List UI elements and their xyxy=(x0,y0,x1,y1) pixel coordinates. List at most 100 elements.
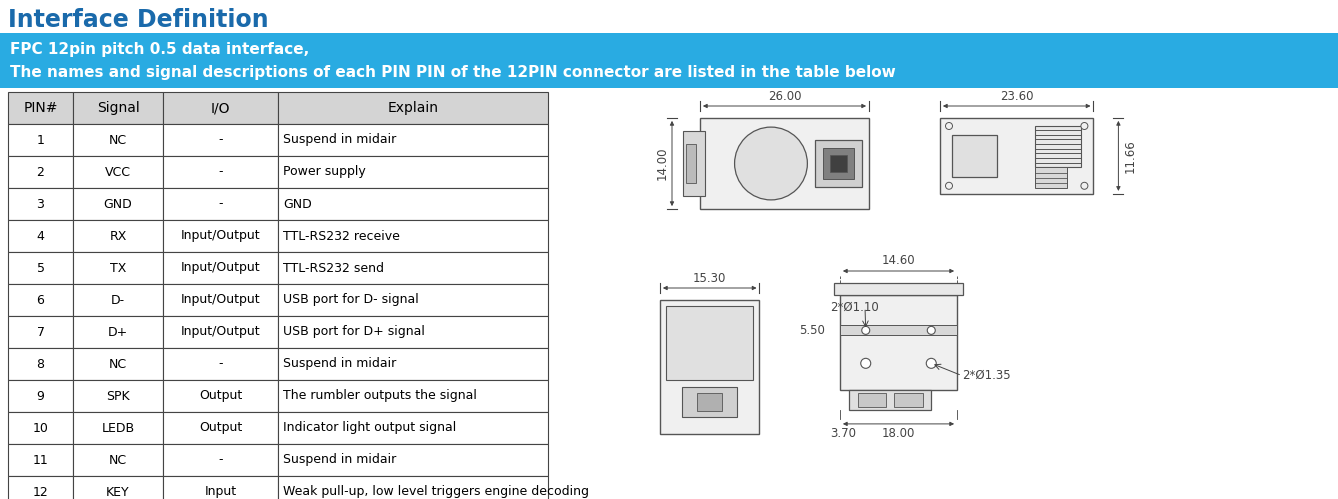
Text: The names and signal descriptions of each PIN PIN of the 12PIN connector are lis: The names and signal descriptions of eac… xyxy=(9,64,895,79)
Bar xyxy=(278,476,549,499)
Bar xyxy=(8,220,74,252)
Bar xyxy=(278,316,549,348)
Text: NC: NC xyxy=(108,357,127,370)
Bar xyxy=(700,118,868,209)
Bar xyxy=(163,444,278,476)
Bar xyxy=(8,124,74,156)
Text: -: - xyxy=(218,198,222,211)
Bar xyxy=(278,92,549,124)
Bar xyxy=(163,124,278,156)
Bar xyxy=(163,476,278,499)
Bar xyxy=(8,380,74,412)
Text: The rumbler outputs the signal: The rumbler outputs the signal xyxy=(284,390,476,403)
Bar xyxy=(163,412,278,444)
Text: TTL-RS232 receive: TTL-RS232 receive xyxy=(284,230,400,243)
Text: 14.00: 14.00 xyxy=(656,147,669,180)
Circle shape xyxy=(926,358,937,368)
Bar xyxy=(74,124,163,156)
Text: PIN#: PIN# xyxy=(23,101,58,115)
Bar xyxy=(894,393,923,407)
Text: 7: 7 xyxy=(36,325,44,338)
Text: 5.50: 5.50 xyxy=(799,324,826,337)
Text: USB port for D- signal: USB port for D- signal xyxy=(284,293,419,306)
Text: Signal: Signal xyxy=(96,101,139,115)
Text: Input/Output: Input/Output xyxy=(181,293,261,306)
Circle shape xyxy=(735,127,807,200)
Bar xyxy=(74,316,163,348)
Text: D+: D+ xyxy=(108,325,128,338)
Text: GND: GND xyxy=(284,198,312,211)
Bar xyxy=(8,252,74,284)
Bar xyxy=(278,412,549,444)
Bar xyxy=(8,316,74,348)
Bar xyxy=(8,348,74,380)
Text: 4: 4 xyxy=(36,230,44,243)
Bar xyxy=(953,135,997,177)
Bar xyxy=(8,444,74,476)
Text: Indicator light output signal: Indicator light output signal xyxy=(284,422,456,435)
Bar xyxy=(278,124,549,156)
Text: RX: RX xyxy=(110,230,127,243)
Text: TX: TX xyxy=(110,261,126,274)
Circle shape xyxy=(745,138,796,189)
Text: 6: 6 xyxy=(36,293,44,306)
Circle shape xyxy=(860,358,871,368)
Circle shape xyxy=(946,122,953,130)
Bar xyxy=(74,252,163,284)
Bar xyxy=(278,348,549,380)
Text: Weak pull-up, low level triggers engine decoding: Weak pull-up, low level triggers engine … xyxy=(284,486,589,499)
Text: -: - xyxy=(218,454,222,467)
Text: 18.00: 18.00 xyxy=(882,428,915,441)
Text: 11.66: 11.66 xyxy=(1124,139,1137,173)
Bar xyxy=(163,92,278,124)
Bar xyxy=(660,300,760,434)
Bar xyxy=(8,188,74,220)
Bar xyxy=(682,131,705,196)
Circle shape xyxy=(1081,122,1088,130)
Text: Power supply: Power supply xyxy=(284,166,365,179)
Bar xyxy=(8,284,74,316)
Circle shape xyxy=(862,326,870,334)
Text: -: - xyxy=(218,134,222,147)
Bar xyxy=(278,444,549,476)
Text: D-: D- xyxy=(111,293,124,306)
Bar xyxy=(278,252,549,284)
Text: 5: 5 xyxy=(36,261,44,274)
Circle shape xyxy=(946,182,953,189)
Text: 12: 12 xyxy=(32,486,48,499)
Bar xyxy=(278,188,549,220)
Bar xyxy=(8,476,74,499)
Bar xyxy=(74,380,163,412)
Text: VCC: VCC xyxy=(104,166,131,179)
Bar xyxy=(278,284,549,316)
Bar xyxy=(74,284,163,316)
Bar xyxy=(74,220,163,252)
Text: -: - xyxy=(218,166,222,179)
Text: -: - xyxy=(218,357,222,370)
Text: NC: NC xyxy=(108,454,127,467)
Bar xyxy=(1036,167,1068,189)
Text: 1: 1 xyxy=(36,134,44,147)
Bar xyxy=(858,393,886,407)
Bar xyxy=(74,188,163,220)
Text: Input: Input xyxy=(205,486,237,499)
Bar xyxy=(278,380,549,412)
Text: Suspend in midair: Suspend in midair xyxy=(284,357,396,370)
Bar xyxy=(686,144,696,183)
Text: 11: 11 xyxy=(32,454,48,467)
Bar xyxy=(278,220,549,252)
Text: LEDB: LEDB xyxy=(102,422,135,435)
Circle shape xyxy=(744,136,799,191)
Bar xyxy=(8,156,74,188)
Bar xyxy=(163,348,278,380)
Bar xyxy=(163,316,278,348)
Text: Suspend in midair: Suspend in midair xyxy=(284,134,396,147)
Text: 26.00: 26.00 xyxy=(768,89,801,102)
Text: USB port for D+ signal: USB port for D+ signal xyxy=(284,325,425,338)
Bar xyxy=(74,444,163,476)
Bar xyxy=(666,306,753,380)
Text: Output: Output xyxy=(199,390,242,403)
Bar xyxy=(682,387,737,417)
Text: 9: 9 xyxy=(36,390,44,403)
Bar xyxy=(74,348,163,380)
